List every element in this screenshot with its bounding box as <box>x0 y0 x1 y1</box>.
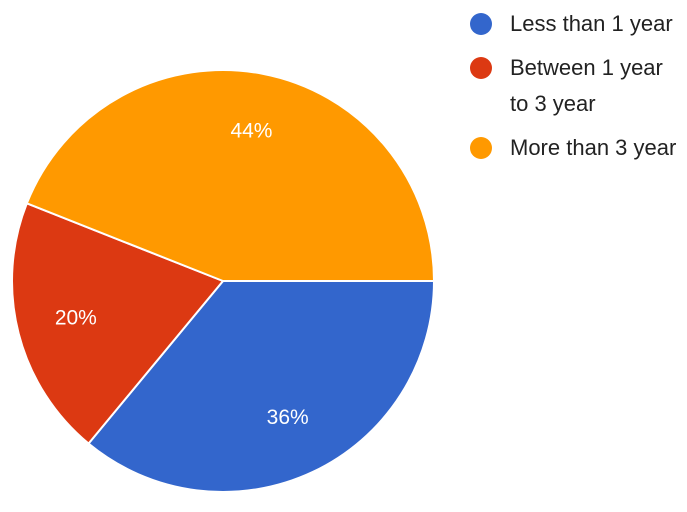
legend-label-less-than-1-year: Less than 1 year <box>510 11 673 36</box>
pie-slice-less-than-1-year <box>87 280 436 493</box>
pie-label-between-1-and-3-years: 20% <box>55 306 97 329</box>
legend-label-between-1-and-3-years: Between 1 year to 3 year <box>510 55 663 116</box>
pie-label-less-than-1-year: 36% <box>267 406 309 429</box>
legend-swatch-more-than-3-years <box>470 137 492 159</box>
legend-swatch-between-1-and-3-years <box>470 57 492 79</box>
legend-swatch-less-than-1-year <box>470 13 492 35</box>
legend-item-less-than-1-year: Less than 1 year <box>470 6 685 42</box>
pie-slice-more-than-3-years <box>25 69 436 282</box>
pie-label-more-than-3-years: 44% <box>230 119 272 142</box>
chart-legend: Less than 1 year Between 1 year to 3 yea… <box>470 6 685 174</box>
legend-label-more-than-3-years: More than 3 year <box>510 135 677 160</box>
legend-item-between-1-and-3-years: Between 1 year to 3 year <box>470 50 685 122</box>
legend-item-more-than-3-years: More than 3 year <box>470 130 685 166</box>
pie-slice-between-1-and-3-years <box>11 202 225 445</box>
